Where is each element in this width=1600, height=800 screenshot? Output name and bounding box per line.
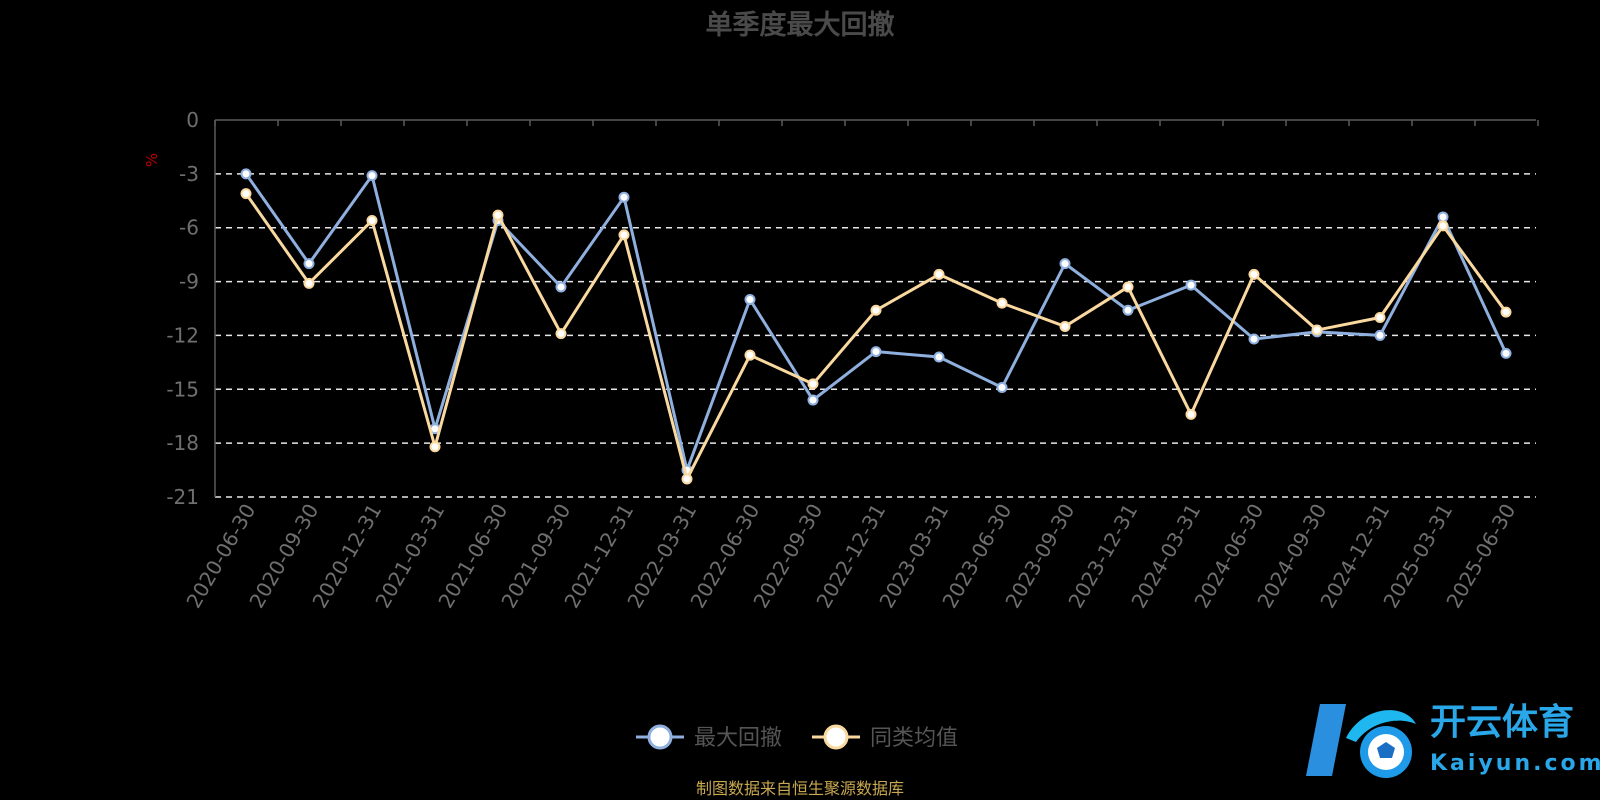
series-1-point: [240, 188, 252, 200]
legend[interactable]: 最大回撤 同类均值: [636, 724, 958, 751]
series-1-point: [1248, 268, 1260, 280]
series-1-point: [996, 297, 1008, 309]
series-0-point: [1185, 279, 1197, 291]
series-0-point: [1437, 211, 1449, 223]
series-0-point: [807, 394, 819, 406]
series-0-point: [933, 351, 945, 363]
series-0-point: [1248, 333, 1260, 345]
series-1-point: [933, 268, 945, 280]
series-0-point: [303, 258, 315, 270]
series-1-point: [1374, 311, 1386, 323]
legend-item-0[interactable]: 最大回撤: [636, 724, 782, 751]
axes: [214, 119, 1539, 497]
series-0-point: [870, 346, 882, 358]
series-0-point: [1059, 258, 1071, 270]
series-1-point: [492, 209, 504, 221]
y-tick-label: -3: [179, 162, 199, 186]
series-1-point: [870, 304, 882, 316]
y-tick-label: -9: [179, 270, 199, 294]
y-tick-label: 0: [186, 108, 199, 132]
legend-label: 最大回撤: [694, 726, 782, 751]
legend-marker: [823, 724, 849, 750]
series-1-point: [1059, 320, 1071, 332]
series-lines: [240, 168, 1512, 485]
series-1-point: [555, 328, 567, 340]
y-tick-label: -6: [179, 216, 199, 240]
series-0-point: [555, 281, 567, 293]
series-1-point: [366, 215, 378, 227]
series-1-point: [1185, 408, 1197, 420]
y-tick-label: -18: [166, 431, 199, 455]
watermark-logo: 开云体育 Kaiyun.com: [1306, 702, 1600, 778]
series-0-point: [240, 168, 252, 180]
y-tick-label: -21: [166, 485, 199, 509]
series-1-point: [618, 229, 630, 241]
series-0-point: [1500, 347, 1512, 359]
series-1-point: [1437, 220, 1449, 232]
series-0-point: [618, 191, 630, 203]
series-0-point: [366, 170, 378, 182]
series-1-point: [429, 441, 441, 453]
legend-marker: [647, 724, 673, 750]
series-0-point: [996, 381, 1008, 393]
series-1-point: [681, 473, 693, 485]
watermark-brand-cn: 开云体育: [1430, 702, 1574, 743]
series-1-point: [1311, 324, 1323, 336]
y-tick-label: -12: [166, 323, 199, 347]
y-tick-label: -15: [166, 377, 199, 401]
data-source-note: 制图数据来自恒生聚源数据库: [696, 779, 904, 798]
series-0-point: [1122, 304, 1134, 316]
series-1-point: [744, 349, 756, 361]
kaiyun-soccer-logo-icon: [1306, 704, 1416, 778]
y-tick-labels: 0 -3 -6 -9 -12 -15 -18 -21: [166, 108, 199, 509]
legend-item-1[interactable]: 同类均值: [812, 724, 958, 751]
series-1-point: [807, 378, 819, 390]
series-0-point: [744, 294, 756, 306]
watermark-brand-en: Kaiyun.com: [1430, 751, 1600, 776]
chart-title: 单季度最大回撤: [706, 9, 895, 41]
series-0-point: [1374, 329, 1386, 341]
y-axis-unit: %: [143, 153, 161, 167]
series-1-point: [303, 277, 315, 289]
series-1-point: [1500, 306, 1512, 318]
x-tick-labels: 2020-06-302020-09-302020-12-312021-03-31…: [181, 500, 1520, 613]
series-1-point: [1122, 281, 1134, 293]
legend-label: 同类均值: [870, 726, 958, 751]
